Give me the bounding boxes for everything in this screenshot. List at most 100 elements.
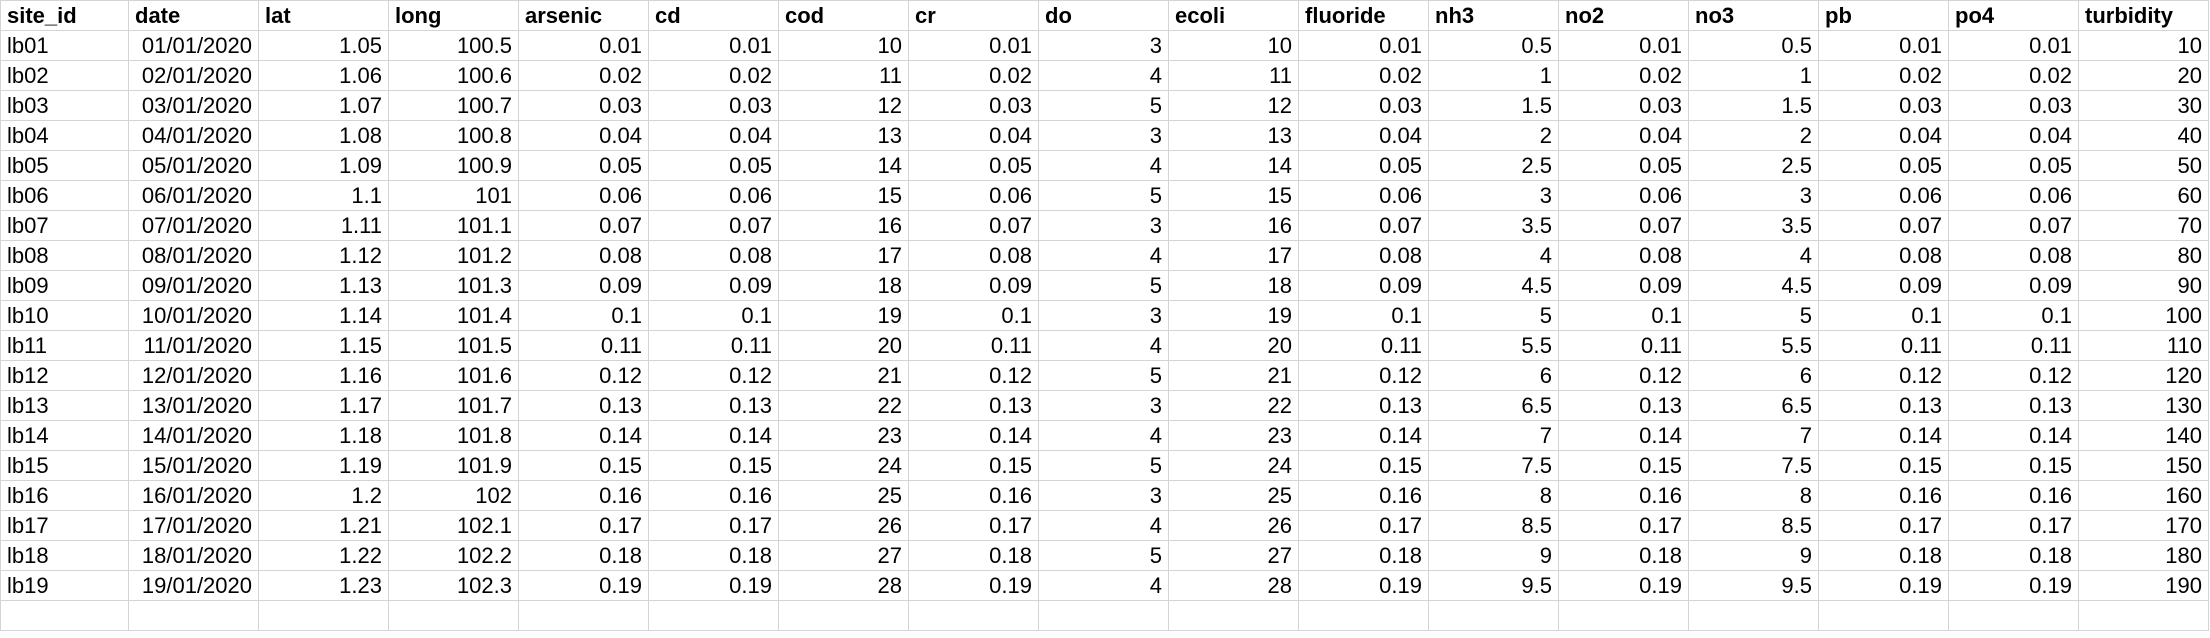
cell-cr[interactable]: 0.01 bbox=[908, 30, 1039, 61]
cell-date[interactable]: 01/01/2020 bbox=[128, 30, 259, 61]
cell-no3[interactable]: 1 bbox=[1688, 60, 1819, 91]
cell-nh3[interactable]: 5.5 bbox=[1428, 330, 1559, 361]
cell-fluoride[interactable]: 0.05 bbox=[1298, 150, 1429, 181]
cell-no2[interactable]: 0.11 bbox=[1558, 330, 1689, 361]
cell-ecoli[interactable]: 24 bbox=[1168, 450, 1299, 481]
cell-cr[interactable]: 0.1 bbox=[908, 300, 1039, 331]
cell-turbidity[interactable]: 120 bbox=[2078, 360, 2209, 391]
cell-pb[interactable]: 0.06 bbox=[1818, 180, 1949, 211]
cell-site-id[interactable]: lb14 bbox=[0, 420, 129, 451]
empty-cell[interactable] bbox=[258, 600, 389, 631]
empty-cell[interactable] bbox=[388, 600, 519, 631]
empty-cell[interactable] bbox=[2078, 600, 2209, 631]
cell-cr[interactable]: 0.13 bbox=[908, 390, 1039, 421]
cell-lat[interactable]: 1.11 bbox=[258, 210, 389, 241]
cell-cd[interactable]: 0.05 bbox=[648, 150, 779, 181]
cell-lat[interactable]: 1.07 bbox=[258, 90, 389, 121]
column-header-date[interactable]: date bbox=[128, 0, 259, 31]
cell-cod[interactable]: 12 bbox=[778, 90, 909, 121]
empty-cell[interactable] bbox=[1558, 600, 1689, 631]
cell-no2[interactable]: 0.01 bbox=[1558, 30, 1689, 61]
empty-cell[interactable] bbox=[128, 600, 259, 631]
cell-nh3[interactable]: 2.5 bbox=[1428, 150, 1559, 181]
cell-cd[interactable]: 0.1 bbox=[648, 300, 779, 331]
cell-date[interactable]: 03/01/2020 bbox=[128, 90, 259, 121]
cell-pb[interactable]: 0.01 bbox=[1818, 30, 1949, 61]
cell-lat[interactable]: 1.13 bbox=[258, 270, 389, 301]
cell-cod[interactable]: 23 bbox=[778, 420, 909, 451]
cell-date[interactable]: 04/01/2020 bbox=[128, 120, 259, 151]
cell-fluoride[interactable]: 0.06 bbox=[1298, 180, 1429, 211]
cell-ecoli[interactable]: 18 bbox=[1168, 270, 1299, 301]
empty-cell[interactable] bbox=[1298, 600, 1429, 631]
cell-cod[interactable]: 21 bbox=[778, 360, 909, 391]
empty-cell[interactable] bbox=[1038, 600, 1169, 631]
cell-arsenic[interactable]: 0.12 bbox=[518, 360, 649, 391]
cell-date[interactable]: 16/01/2020 bbox=[128, 480, 259, 511]
cell-site-id[interactable]: lb12 bbox=[0, 360, 129, 391]
cell-long[interactable]: 102.3 bbox=[388, 570, 519, 601]
cell-no3[interactable]: 0.5 bbox=[1688, 30, 1819, 61]
cell-no2[interactable]: 0.12 bbox=[1558, 360, 1689, 391]
cell-cod[interactable]: 13 bbox=[778, 120, 909, 151]
cell-po4[interactable]: 0.16 bbox=[1948, 480, 2079, 511]
cell-ecoli[interactable]: 11 bbox=[1168, 60, 1299, 91]
cell-cod[interactable]: 15 bbox=[778, 180, 909, 211]
cell-date[interactable]: 09/01/2020 bbox=[128, 270, 259, 301]
cell-nh3[interactable]: 3.5 bbox=[1428, 210, 1559, 241]
cell-po4[interactable]: 0.1 bbox=[1948, 300, 2079, 331]
column-header-turbidity[interactable]: turbidity bbox=[2078, 0, 2209, 31]
cell-arsenic[interactable]: 0.05 bbox=[518, 150, 649, 181]
cell-cr[interactable]: 0.14 bbox=[908, 420, 1039, 451]
cell-po4[interactable]: 0.03 bbox=[1948, 90, 2079, 121]
empty-cell[interactable] bbox=[1688, 600, 1819, 631]
cell-cd[interactable]: 0.16 bbox=[648, 480, 779, 511]
empty-cell[interactable] bbox=[908, 600, 1039, 631]
cell-cod[interactable]: 10 bbox=[778, 30, 909, 61]
cell-site-id[interactable]: lb10 bbox=[0, 300, 129, 331]
cell-pb[interactable]: 0.04 bbox=[1818, 120, 1949, 151]
cell-no2[interactable]: 0.03 bbox=[1558, 90, 1689, 121]
cell-fluoride[interactable]: 0.11 bbox=[1298, 330, 1429, 361]
cell-ecoli[interactable]: 23 bbox=[1168, 420, 1299, 451]
cell-site-id[interactable]: lb16 bbox=[0, 480, 129, 511]
cell-turbidity[interactable]: 160 bbox=[2078, 480, 2209, 511]
cell-no2[interactable]: 0.09 bbox=[1558, 270, 1689, 301]
cell-lat[interactable]: 1.06 bbox=[258, 60, 389, 91]
cell-do[interactable]: 3 bbox=[1038, 120, 1169, 151]
cell-nh3[interactable]: 7 bbox=[1428, 420, 1559, 451]
cell-nh3[interactable]: 9 bbox=[1428, 540, 1559, 571]
cell-no3[interactable]: 3.5 bbox=[1688, 210, 1819, 241]
cell-site-id[interactable]: lb19 bbox=[0, 570, 129, 601]
cell-arsenic[interactable]: 0.19 bbox=[518, 570, 649, 601]
cell-cr[interactable]: 0.18 bbox=[908, 540, 1039, 571]
column-header-lat[interactable]: lat bbox=[258, 0, 389, 31]
cell-turbidity[interactable]: 50 bbox=[2078, 150, 2209, 181]
cell-lat[interactable]: 1.17 bbox=[258, 390, 389, 421]
cell-site-id[interactable]: lb05 bbox=[0, 150, 129, 181]
column-header-no2[interactable]: no2 bbox=[1558, 0, 1689, 31]
cell-turbidity[interactable]: 20 bbox=[2078, 60, 2209, 91]
cell-cd[interactable]: 0.17 bbox=[648, 510, 779, 541]
cell-turbidity[interactable]: 110 bbox=[2078, 330, 2209, 361]
cell-do[interactable]: 3 bbox=[1038, 210, 1169, 241]
cell-do[interactable]: 4 bbox=[1038, 510, 1169, 541]
cell-cd[interactable]: 0.11 bbox=[648, 330, 779, 361]
cell-cod[interactable]: 11 bbox=[778, 60, 909, 91]
cell-date[interactable]: 19/01/2020 bbox=[128, 570, 259, 601]
cell-long[interactable]: 101.7 bbox=[388, 390, 519, 421]
cell-cd[interactable]: 0.18 bbox=[648, 540, 779, 571]
cell-ecoli[interactable]: 25 bbox=[1168, 480, 1299, 511]
cell-do[interactable]: 5 bbox=[1038, 360, 1169, 391]
cell-po4[interactable]: 0.13 bbox=[1948, 390, 2079, 421]
column-header-po4[interactable]: po4 bbox=[1948, 0, 2079, 31]
cell-ecoli[interactable]: 20 bbox=[1168, 330, 1299, 361]
cell-site-id[interactable]: lb04 bbox=[0, 120, 129, 151]
cell-turbidity[interactable]: 150 bbox=[2078, 450, 2209, 481]
cell-fluoride[interactable]: 0.1 bbox=[1298, 300, 1429, 331]
cell-do[interactable]: 3 bbox=[1038, 480, 1169, 511]
cell-nh3[interactable]: 6 bbox=[1428, 360, 1559, 391]
cell-turbidity[interactable]: 70 bbox=[2078, 210, 2209, 241]
empty-cell[interactable] bbox=[1948, 600, 2079, 631]
cell-ecoli[interactable]: 16 bbox=[1168, 210, 1299, 241]
